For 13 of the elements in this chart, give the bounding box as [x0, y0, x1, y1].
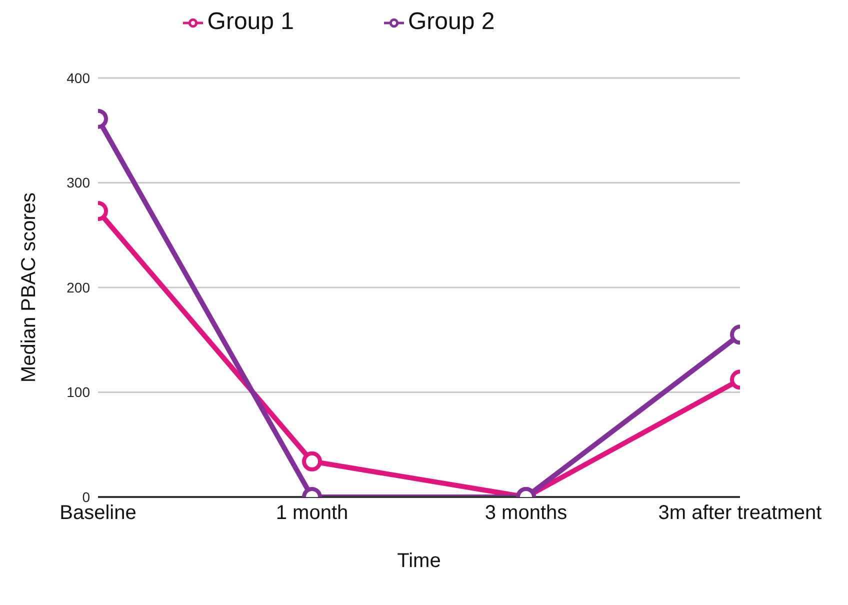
legend-label: Group 2	[408, 8, 495, 35]
y-axis-title: Median PBAC scores	[18, 192, 40, 383]
y-tick-label: 200	[66, 279, 90, 296]
x-tick-label: Baseline	[60, 502, 136, 524]
y-tick-label: 300	[66, 174, 90, 191]
y-tick-label: 0	[82, 488, 90, 505]
x-tick-label: 1 month	[276, 502, 348, 524]
x-tick-label: 3 months	[484, 502, 568, 524]
y-tick-label: 400	[66, 70, 90, 86]
y-tick-label: 100	[66, 384, 90, 400]
x-tick-label: 3m after treatment	[658, 502, 822, 524]
legend-label: Group 1	[207, 8, 294, 35]
x-axis-title: Time	[397, 550, 441, 572]
